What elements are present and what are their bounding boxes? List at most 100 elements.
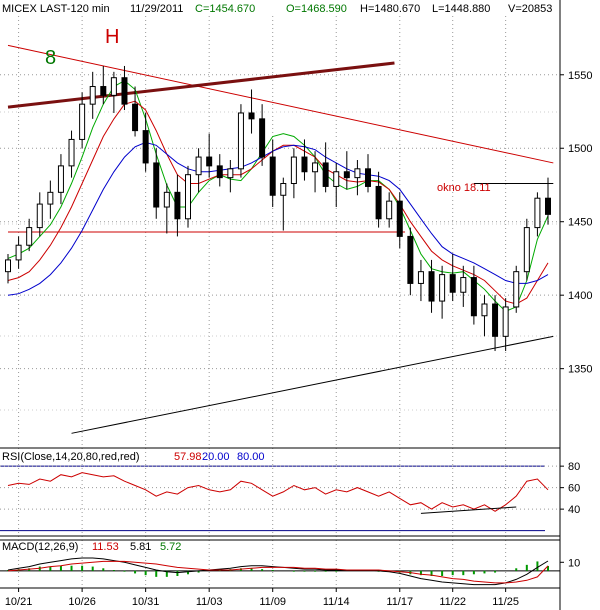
candle-body <box>460 277 467 293</box>
ma-line-2 <box>7 141 549 296</box>
candle <box>470 265 477 325</box>
candle <box>396 192 403 249</box>
macd-plot <box>0 557 560 586</box>
candle <box>460 265 467 307</box>
price-y-tick-label: 1350 <box>568 364 592 376</box>
candle <box>206 133 213 178</box>
price-drawn-lines <box>7 44 554 434</box>
x-axis-ticks: 10/21 10/26 10/31 11/03 11/09 11/14 11/17 11/22… <box>5 588 519 608</box>
candle-body <box>5 259 11 273</box>
candle <box>481 295 488 337</box>
candle-body <box>449 274 456 293</box>
x-tick-label: 11/17 <box>386 596 413 608</box>
candle <box>365 154 371 193</box>
x-tick-label: 11/03 <box>196 596 223 608</box>
candle-body <box>163 191 170 208</box>
candle <box>439 265 446 319</box>
candle <box>79 92 86 149</box>
macd-signal-value: 5.81 <box>130 541 151 553</box>
candle <box>153 148 160 219</box>
x-tick-label: 11/22 <box>439 596 466 608</box>
x-tick-label: 10/26 <box>68 596 96 608</box>
candle-body <box>333 171 340 187</box>
x-tick-label: 11/14 <box>323 596 350 608</box>
rsi-trend-line <box>420 506 517 514</box>
candle <box>142 112 149 172</box>
candle-body <box>481 303 488 317</box>
okno-label: okno 18.11 <box>437 182 491 194</box>
macd-line-1 <box>7 560 549 584</box>
candle-body <box>322 162 329 187</box>
candle <box>89 71 96 119</box>
rsi-y-tick-label: 60 <box>568 483 580 495</box>
candle-body <box>417 271 424 284</box>
candle <box>312 151 319 193</box>
candle <box>290 148 297 199</box>
candle <box>248 89 255 134</box>
candle-body <box>153 162 160 208</box>
brown-trend-line <box>7 61 395 109</box>
candle-body <box>227 168 234 179</box>
candle <box>5 254 11 284</box>
candle <box>132 86 139 137</box>
candle <box>47 180 54 219</box>
candle-body <box>121 77 128 105</box>
price-y-tick-label: 1400 <box>568 290 592 302</box>
y-axis-ticks: 1550 1500 1450 1400 1350 80 60 40 10 <box>560 70 592 569</box>
candle-body <box>15 244 22 261</box>
date-label: 11/29/2011 <box>130 3 183 15</box>
candle-body <box>110 77 117 96</box>
candle-body <box>523 227 530 273</box>
candle <box>185 165 191 228</box>
low-value: L=1448.880 <box>432 3 490 15</box>
rsi-value: 57.98 <box>174 451 202 463</box>
candle <box>449 254 456 302</box>
instrument-label: MICEX LAST-120 min <box>2 3 110 15</box>
candle <box>68 130 75 178</box>
candle-body <box>492 303 499 337</box>
candle <box>216 154 223 187</box>
candle-body <box>375 185 382 220</box>
candle <box>280 177 287 231</box>
candle <box>545 177 551 225</box>
price-moving-averages <box>7 80 549 312</box>
candle <box>121 65 128 111</box>
candle-body <box>365 168 371 187</box>
candle <box>386 192 393 228</box>
candle-body <box>343 171 350 179</box>
candle-body <box>312 162 319 173</box>
rising-support-line <box>71 335 554 434</box>
rsi-low-level: 20.00 <box>202 451 230 463</box>
candle-body <box>47 191 54 205</box>
candle <box>375 171 382 228</box>
candle <box>110 71 117 113</box>
candle-body <box>248 112 255 120</box>
candle <box>57 154 64 205</box>
candle-body <box>502 306 509 337</box>
rsi-plot <box>0 465 560 532</box>
candle-body <box>301 156 308 173</box>
macd-y-tick-label: 10 <box>568 557 580 569</box>
candle <box>523 218 530 281</box>
wave-label-h: H <box>105 26 119 48</box>
grid-lines <box>0 16 560 588</box>
candle-body <box>100 86 107 96</box>
candle <box>237 104 244 178</box>
candle <box>100 65 107 105</box>
candle-body <box>206 156 213 167</box>
candle <box>269 139 276 208</box>
price-candles <box>5 65 551 352</box>
candle <box>333 162 340 208</box>
x-tick-label: 10/31 <box>132 596 160 608</box>
candle <box>26 218 33 252</box>
candle-body <box>396 200 403 237</box>
price-y-tick-label: 1550 <box>568 70 592 82</box>
candle <box>15 236 22 269</box>
candle-body <box>57 165 64 193</box>
candle-body <box>36 203 43 229</box>
candle-body <box>407 235 414 284</box>
candle-body <box>545 197 551 215</box>
rsi-y-tick-label: 80 <box>568 461 580 473</box>
candle <box>163 183 170 234</box>
